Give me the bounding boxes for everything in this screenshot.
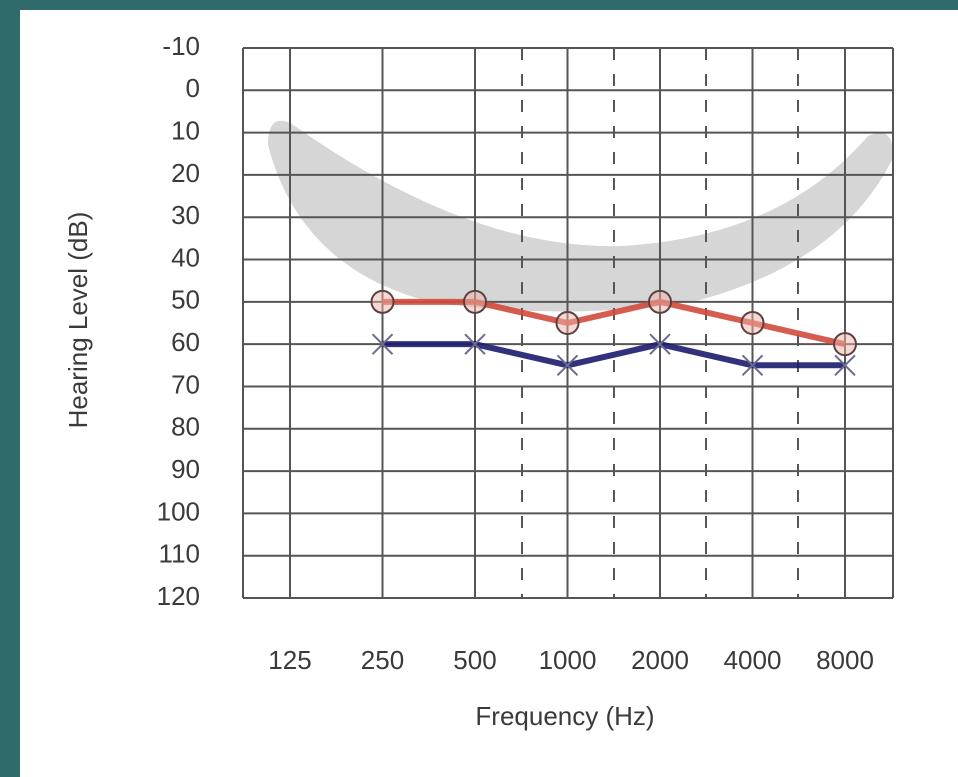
marker-x xyxy=(371,333,394,355)
y-tick-label: 90 xyxy=(171,454,200,484)
y-tick-label: 110 xyxy=(159,539,200,569)
y-tick-label: 40 xyxy=(171,242,200,272)
x-tick-label: 250 xyxy=(361,645,404,675)
y-tick-label: 10 xyxy=(171,115,200,145)
y-tick-label: 120 xyxy=(157,581,200,611)
x-tick-label: 125 xyxy=(268,645,311,675)
marker-circle xyxy=(648,289,672,314)
x-axis-label: Frequency (Hz) xyxy=(475,701,654,731)
y-tick-label: 60 xyxy=(171,327,200,357)
marker-circle xyxy=(833,332,857,357)
y-tick-label: 80 xyxy=(171,412,200,442)
x-tick-label: 2000 xyxy=(631,645,689,675)
y-axis-label: Hearing Level (dB) xyxy=(63,212,93,429)
y-tick-label: 50 xyxy=(171,285,200,315)
y-tick-label: 0 xyxy=(186,73,200,103)
marker-circle xyxy=(555,311,580,335)
x-tick-label: 500 xyxy=(453,645,496,675)
x-tick-label: 8000 xyxy=(816,645,874,675)
y-tick-label: -10 xyxy=(162,31,200,61)
y-tick-label: 20 xyxy=(171,158,200,188)
panel xyxy=(20,10,958,777)
y-tick-label: 70 xyxy=(171,369,200,399)
marker-x xyxy=(464,333,486,355)
y-tick-label: 30 xyxy=(171,200,200,230)
marker-x xyxy=(649,333,671,355)
marker-x xyxy=(741,354,764,377)
marker-circle xyxy=(370,289,395,314)
y-tick-label: 100 xyxy=(157,496,200,526)
x-tick-label: 4000 xyxy=(724,645,782,675)
marker-x xyxy=(834,354,856,377)
marker-x xyxy=(556,354,579,377)
marker-circle xyxy=(463,289,487,314)
marker-circle xyxy=(740,311,765,335)
speech-banana xyxy=(268,120,893,312)
series-line xyxy=(382,341,845,369)
series-line xyxy=(382,298,846,348)
x-tick-label: 1000 xyxy=(539,645,597,675)
